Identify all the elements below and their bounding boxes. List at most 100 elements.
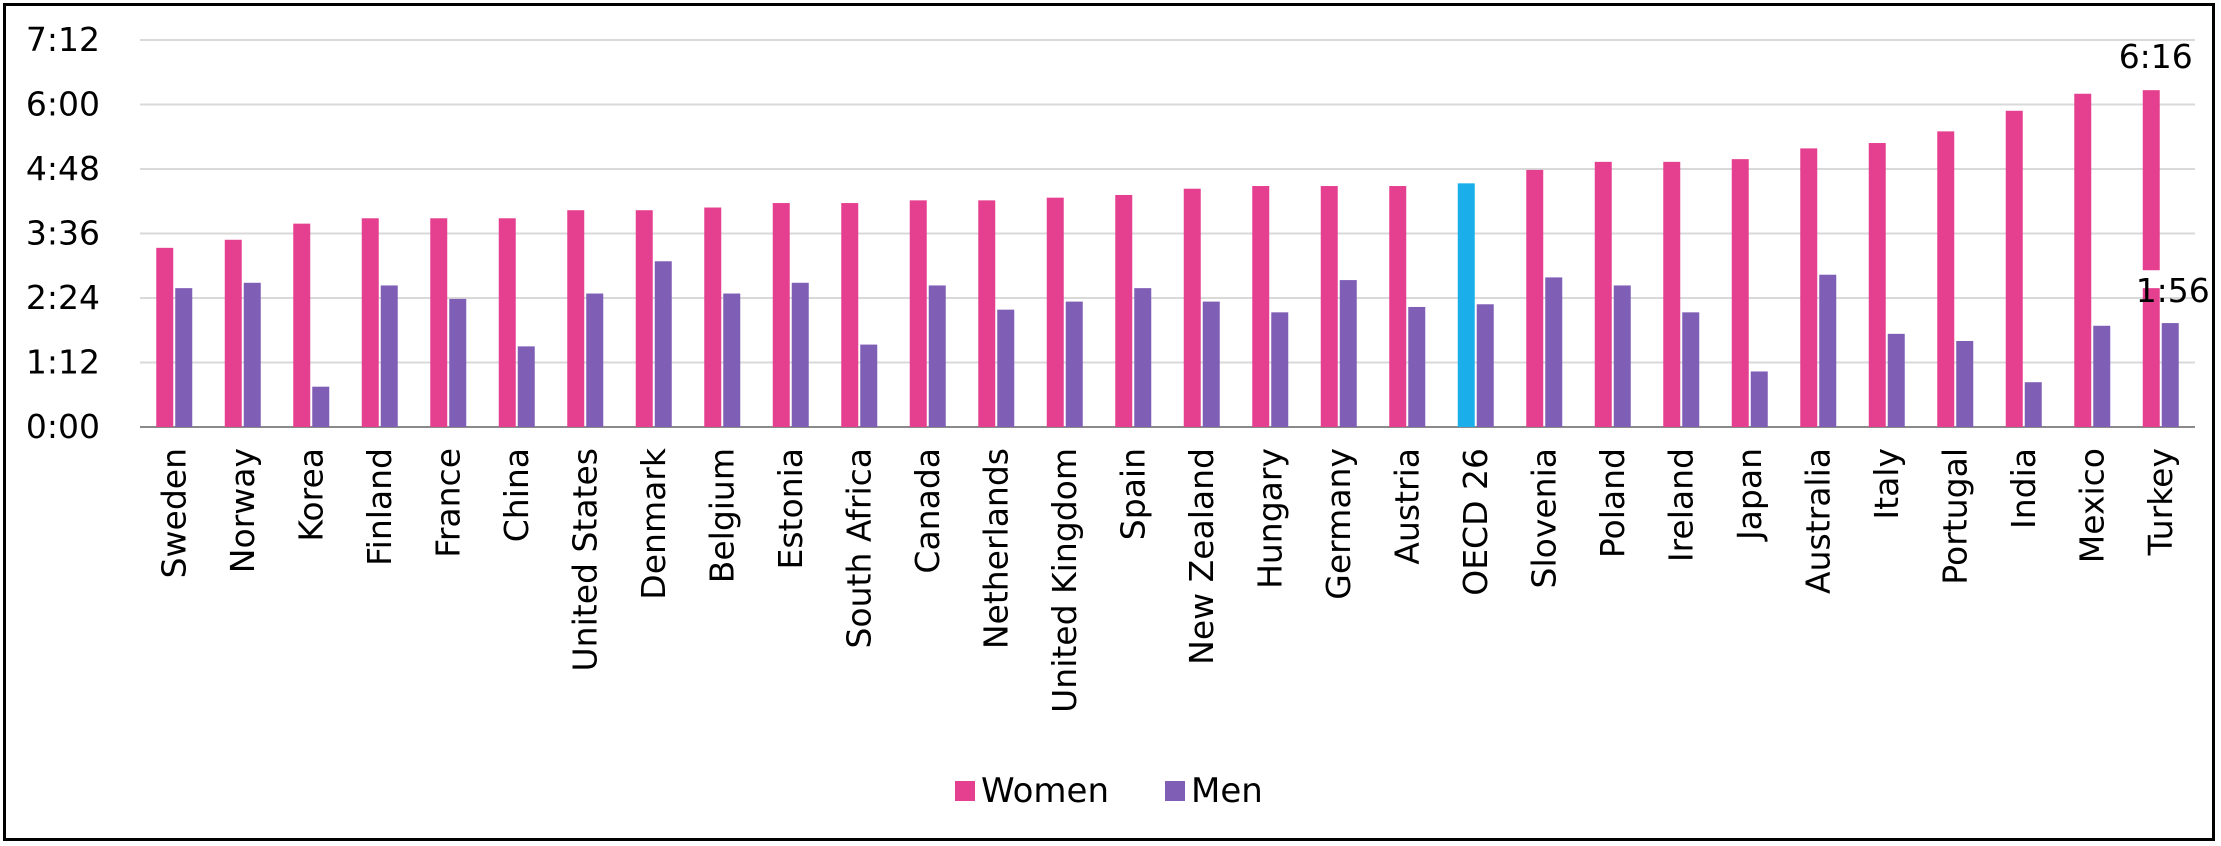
x-tick-label: South Africa	[839, 448, 878, 649]
bar-men	[860, 344, 878, 427]
bar-women	[1526, 169, 1544, 428]
legend: Women Men	[955, 771, 1263, 811]
x-tick-label: Canada	[908, 448, 947, 574]
x-tick-label: Hungary	[1250, 448, 1289, 589]
bar-women	[224, 239, 242, 427]
y-tick-label: 7:12	[26, 20, 100, 59]
x-tick-label: Belgium	[702, 448, 741, 583]
bar-women	[1320, 186, 1338, 427]
bar-men	[517, 346, 535, 427]
x-tick-label: Korea	[291, 448, 330, 542]
bar-men	[1682, 312, 1700, 427]
x-tick-label: Estonia	[771, 448, 810, 569]
bar-men	[380, 285, 398, 427]
x-tick-label: New Zealand	[1182, 448, 1221, 665]
bar-men	[1339, 280, 1357, 427]
x-tick-label: Slovenia	[1524, 448, 1563, 588]
bar-men	[791, 282, 809, 427]
bar-women	[1731, 159, 1749, 428]
bar-women	[978, 200, 996, 427]
bar-women	[567, 210, 585, 427]
legend-item-women-swatch	[955, 781, 975, 801]
x-tick-label: Netherlands	[976, 448, 1015, 649]
y-tick-label: 2:24	[26, 278, 100, 317]
y-tick-label: 0:00	[26, 407, 100, 446]
bar-men	[243, 282, 261, 427]
bar-women	[909, 200, 927, 427]
bar-men	[1134, 288, 1152, 427]
x-tick-label: Mexico	[2072, 448, 2111, 563]
x-tick-label: India	[2004, 448, 2043, 529]
bar-women	[1800, 148, 1818, 428]
bar-men	[312, 386, 330, 427]
y-axis-ticks: 0:00 1:12 2:24 3:36 4:48 6:00 7:12	[26, 20, 100, 446]
legend-item-women-label: Women	[981, 771, 1109, 811]
bars	[156, 90, 2179, 428]
bar-women	[1115, 194, 1133, 427]
x-tick-label: Italy	[1867, 448, 1906, 520]
x-tick-label: Portugal	[1935, 448, 1974, 585]
bar-women	[1937, 131, 1955, 427]
bar-women	[1868, 143, 1886, 428]
bar-women	[772, 203, 790, 427]
y-tick-label: 6:00	[26, 85, 100, 124]
bar-women	[1389, 186, 1407, 427]
y-tick-label: 1:12	[26, 343, 100, 382]
annotation-men-value: 1:56	[2136, 271, 2210, 310]
x-tick-label: Japan	[1730, 448, 1769, 542]
x-tick-label: France	[428, 448, 467, 558]
x-tick-label: Germany	[1319, 448, 1358, 600]
bar-oecd-average	[1457, 183, 1475, 427]
bar-men	[2024, 382, 2042, 427]
x-tick-label: Poland	[1593, 448, 1632, 558]
x-tick-label: United Kingdom	[1045, 448, 1084, 713]
bar-men	[2093, 325, 2111, 427]
bar-men	[1271, 312, 1289, 427]
bar-men	[1408, 306, 1426, 427]
bar-women	[1663, 161, 1681, 428]
x-tick-label: Sweden	[154, 448, 193, 578]
x-tick-label: Spain	[1113, 448, 1152, 540]
bar-men	[1476, 304, 1494, 427]
x-tick-label: United States	[565, 448, 604, 671]
bar-men	[654, 261, 672, 427]
bar-women	[293, 223, 311, 427]
bar-women-lower	[2142, 288, 2160, 427]
bar-women	[156, 247, 174, 427]
x-tick-label: Denmark	[634, 447, 673, 600]
bar-men	[1819, 274, 1837, 427]
bar-men	[997, 309, 1015, 427]
x-tick-label: Finland	[360, 448, 399, 566]
y-tick-label: 4:48	[26, 149, 100, 188]
bar-men	[175, 288, 193, 427]
bar-men	[586, 293, 604, 427]
x-tick-label: Turkey	[2141, 448, 2180, 556]
bar-women	[704, 207, 722, 427]
annotation-women-value: 6:16	[2119, 37, 2193, 76]
x-tick-label: Australia	[1798, 448, 1837, 594]
bar-women	[1183, 188, 1201, 427]
bar-men	[723, 293, 741, 427]
legend-item-men-label: Men	[1191, 771, 1263, 811]
bar-men	[1202, 301, 1220, 427]
gridlines	[140, 39, 2195, 428]
legend-item-men-swatch	[1165, 781, 1185, 801]
bar-men	[1065, 301, 1083, 427]
x-tick-label: Norway	[223, 448, 262, 573]
bar-women	[1252, 186, 1270, 427]
x-tick-label: China	[497, 448, 536, 542]
bar-women	[635, 210, 653, 427]
bar-women	[498, 218, 516, 427]
bar-men	[2161, 323, 2179, 427]
x-axis-labels: Sweden Norway Korea Finland France China Unite…	[154, 447, 2180, 713]
bar-women	[1046, 197, 1064, 427]
y-tick-label: 3:36	[26, 214, 100, 253]
bar-men	[1887, 333, 1905, 427]
bar-men	[449, 298, 467, 427]
bar-men	[1545, 277, 1563, 427]
bar-men	[1750, 371, 1768, 427]
x-tick-label: Ireland	[1661, 448, 1700, 562]
x-tick-label: OECD 26	[1456, 448, 1495, 596]
bar-women	[2074, 93, 2092, 427]
